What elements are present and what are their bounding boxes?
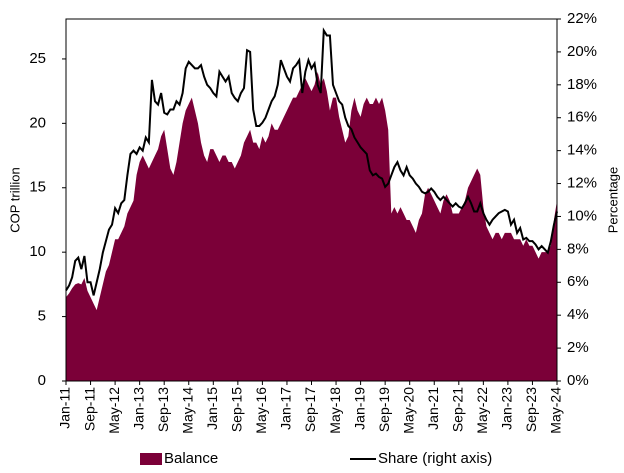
x-tick-label: May-20 bbox=[400, 387, 416, 434]
x-tick-label: Jan-11 bbox=[57, 387, 73, 429]
x-tick-label: Sep-13 bbox=[155, 387, 171, 432]
x-tick-label: May-22 bbox=[474, 387, 490, 434]
y2-tick-label: 20% bbox=[567, 43, 597, 60]
x-tick-label: Jan-19 bbox=[351, 387, 367, 430]
x-tick-label: May-18 bbox=[327, 387, 343, 434]
y2-tick-label: 10% bbox=[567, 207, 597, 224]
y2-tick-label: 14% bbox=[567, 142, 597, 159]
x-tick-label: May-14 bbox=[179, 387, 195, 434]
x-tick-label: Sep-21 bbox=[450, 387, 466, 432]
y2-tick-label: 18% bbox=[567, 76, 597, 93]
y2-tick-label: 6% bbox=[567, 273, 589, 290]
x-tick-label: Jan-21 bbox=[425, 387, 441, 430]
y2-tick-label: 22% bbox=[567, 10, 597, 27]
x-tick-label: May-12 bbox=[106, 387, 122, 434]
y-tick-label: 15 bbox=[29, 179, 46, 196]
balance-area bbox=[66, 71, 557, 381]
x-tick-label: Jan-15 bbox=[204, 387, 220, 430]
y2-tick-label: 16% bbox=[567, 109, 597, 126]
x-tick-label: May-16 bbox=[253, 387, 269, 434]
x-tick-label: Jan-13 bbox=[130, 387, 146, 430]
y2-tick-label: 4% bbox=[567, 306, 589, 323]
y2-tick-label: 2% bbox=[567, 339, 589, 356]
x-tick-label: Sep-17 bbox=[302, 387, 318, 432]
y-tick-label: 25 bbox=[29, 50, 46, 67]
y2-tick-label: 0% bbox=[567, 372, 589, 389]
x-tick-label: Sep-19 bbox=[376, 387, 392, 432]
y2-axis-label: Percentage bbox=[605, 167, 620, 234]
x-tick-label: Jan-23 bbox=[499, 387, 515, 430]
x-tick-label: Jan-17 bbox=[278, 387, 294, 430]
legend-label: Balance bbox=[164, 450, 218, 467]
legend-swatch bbox=[140, 453, 162, 465]
y-tick-label: 5 bbox=[38, 308, 46, 325]
legend-label: Share (right axis) bbox=[378, 450, 492, 467]
x-tick-label: May-24 bbox=[548, 387, 564, 434]
y2-tick-label: 12% bbox=[567, 175, 597, 192]
y-axis-label: COP trillion bbox=[7, 167, 22, 233]
y-tick-label: 0 bbox=[38, 372, 46, 389]
x-tick-label: Sep-11 bbox=[81, 387, 97, 431]
x-tick-label: Sep-15 bbox=[229, 387, 245, 432]
x-tick-label: Sep-23 bbox=[523, 387, 539, 432]
share-line bbox=[65, 27, 558, 296]
y2-tick-label: 8% bbox=[567, 240, 589, 257]
y-tick-label: 10 bbox=[29, 243, 46, 260]
y-tick-label: 20 bbox=[29, 114, 46, 131]
